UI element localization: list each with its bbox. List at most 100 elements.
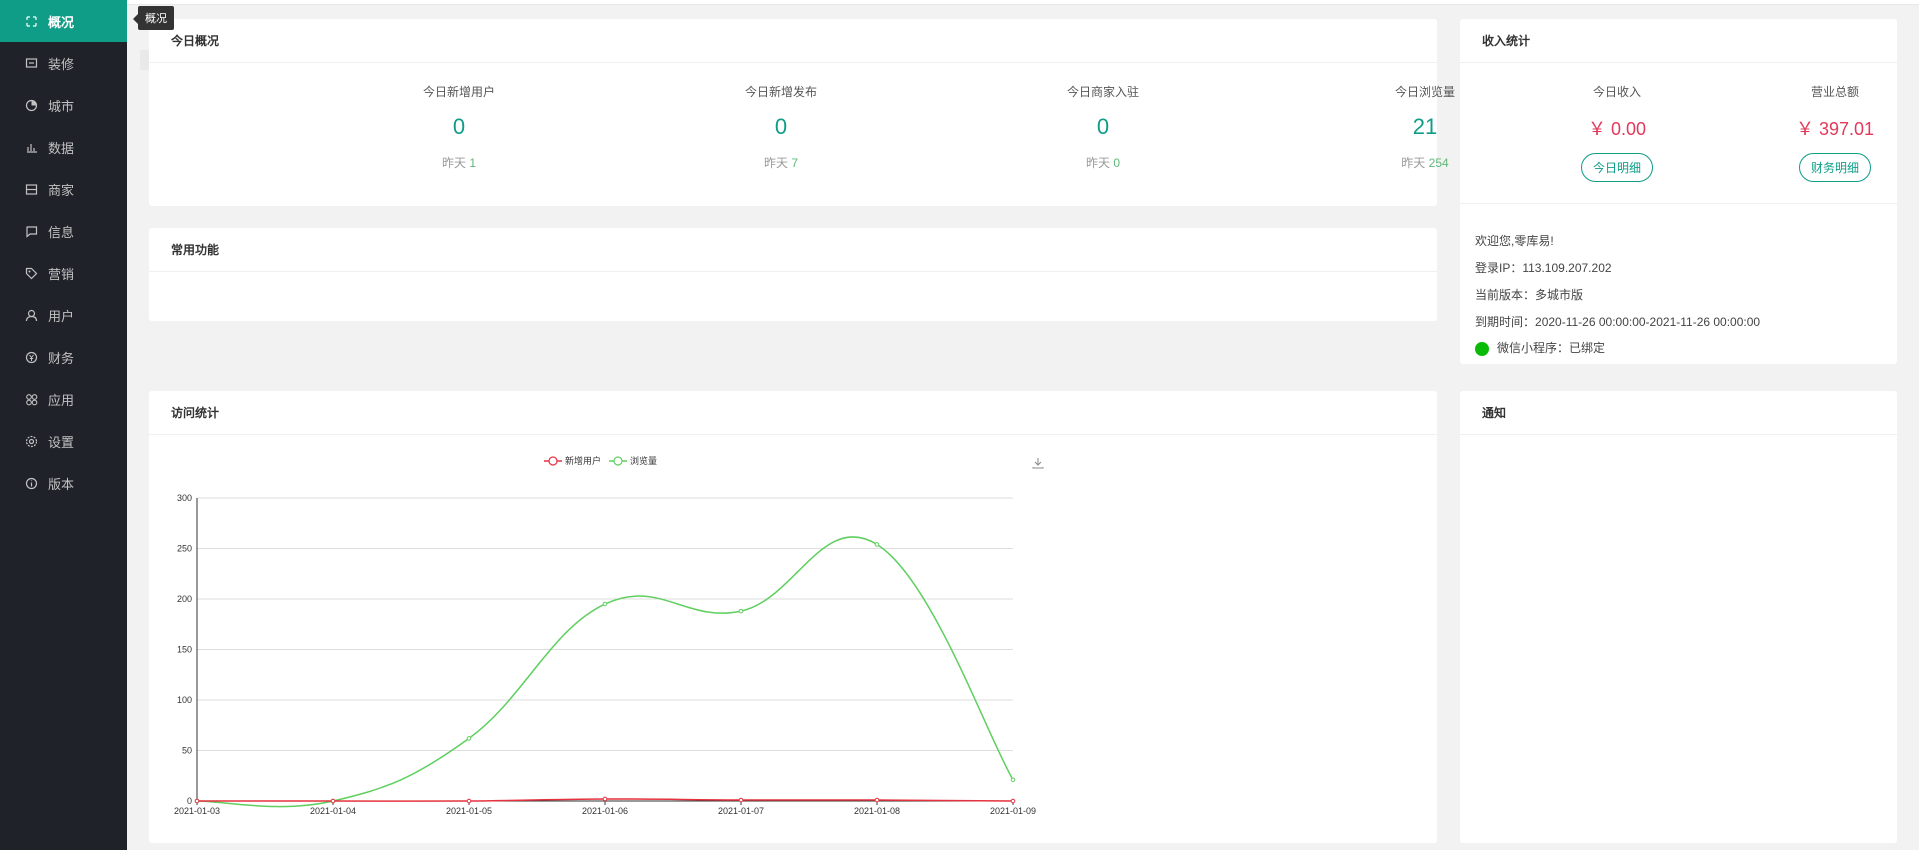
data-point: [874, 542, 880, 547]
sidebar-item-label: 设置: [48, 434, 75, 450]
link-icon: [1475, 341, 1489, 356]
sidebar-tooltip: 概况: [133, 6, 174, 30]
y-tick-label: 50: [182, 746, 192, 756]
top-bar: [127, 0, 1919, 5]
notice-card: 通知: [1460, 391, 1897, 843]
y-tick-label: 0: [187, 796, 192, 806]
data-point: [330, 798, 336, 804]
income-divider: [1460, 203, 1897, 204]
sidebar-item[interactable]: 设置: [0, 420, 127, 462]
sidebar-item-label: 商家: [48, 182, 75, 198]
income-today: 今日收入 ￥ 0.00 今日明细: [1527, 83, 1707, 182]
x-tick-label: 2021-01-07: [718, 806, 764, 816]
sidebar-item[interactable]: 装修: [0, 42, 127, 84]
data-point: [602, 601, 608, 607]
sidebar-item-label: 应用: [48, 392, 75, 408]
visit-stats-card: 访问统计 0 50 100 150 200 250 300 2021-01-03 2021-01…: [149, 391, 1437, 843]
stat-label: 今日浏览量: [1394, 85, 1455, 99]
visit-line-chart: 0 50 100 150 200 250 300 2021-01-03 2021-01-04 20…: [174, 455, 1036, 816]
x-tick-label: 2021-01-04: [310, 806, 356, 816]
y-tick-label: 150: [177, 645, 192, 655]
stat-yesterday: 昨天 1: [441, 156, 477, 170]
yuan-icon: [25, 351, 38, 364]
legend-marker: [613, 456, 623, 466]
settings-icon: [25, 435, 38, 448]
legend-label: 新增用户: [565, 455, 601, 467]
merchant-icon: [25, 183, 38, 196]
info-icon: [25, 477, 38, 490]
sidebar-item-label: 概况: [48, 14, 75, 30]
legend-label: 浏览量: [630, 455, 657, 467]
sidebar-item[interactable]: 信息: [0, 210, 127, 252]
sidebar-item[interactable]: 数据: [0, 126, 127, 168]
stat-value: 0: [774, 114, 788, 139]
y-tick-label: 200: [177, 594, 192, 604]
sidebar-item[interactable]: 商家: [0, 168, 127, 210]
income-today-label: 今日收入: [1592, 85, 1641, 99]
legend-marker: [548, 456, 558, 466]
sidebar-item[interactable]: 概况: [0, 0, 127, 42]
y-tick-label: 100: [177, 695, 192, 705]
sidebar-item-label: 信息: [48, 224, 75, 240]
sidebar-item-label: 装修: [48, 56, 75, 72]
stat-yesterday: 昨天 0: [1085, 156, 1121, 170]
data-point: [874, 797, 880, 803]
city-icon: [25, 99, 38, 112]
sidebar-item[interactable]: 营销: [0, 252, 127, 294]
login-ip: 登录IP：113.109.207.202: [1475, 261, 1612, 275]
data-point: [738, 608, 744, 614]
data-point: [602, 796, 608, 802]
sidebar-item[interactable]: 城市: [0, 84, 127, 126]
stat-value: 0: [1096, 114, 1110, 139]
sidebar-item[interactable]: 版本: [0, 462, 127, 504]
sidebar-item-label: 财务: [48, 350, 75, 366]
x-tick-label: 2021-01-08: [854, 806, 900, 816]
data-point: [466, 736, 472, 741]
sidebar-item-label: 城市: [48, 98, 75, 114]
decorate-icon: [25, 57, 38, 70]
x-tick-label: 2021-01-06: [582, 806, 628, 816]
finance-detail-button[interactable]: 财务明细: [1798, 153, 1871, 182]
income-total-value: ￥ 397.01: [1795, 119, 1875, 139]
sidebar-item[interactable]: 用户: [0, 294, 127, 336]
data-point: [738, 797, 744, 803]
apps-icon: [25, 393, 38, 406]
notice-title: 通知: [1460, 391, 1897, 435]
stat-page-views: 今日浏览量 21 昨天 254: [1275, 83, 1575, 171]
today-overview-card: 今日概况 今日新增用户 0 昨天 1 今日新增发布 0 昨天 7 今日商家入驻 …: [149, 19, 1455, 206]
current-version: 当前版本：多城市版: [1475, 288, 1584, 302]
visit-stats-title: 访问统计: [149, 391, 1437, 435]
today-overview-title: 今日概况: [149, 19, 1437, 63]
download-icon[interactable]: [1031, 456, 1045, 470]
stat-yesterday: 昨天 7: [763, 156, 799, 170]
sidebar-item-label: 营销: [48, 266, 75, 282]
income-total: 营业总额 ￥ 397.01 财务明细: [1745, 83, 1919, 182]
x-tick-label: 2021-01-09: [990, 806, 1036, 816]
sidebar-item-label: 数据: [48, 140, 75, 156]
stat-label: 今日商家入驻: [1066, 85, 1139, 99]
data-chart-icon: [25, 141, 38, 154]
data-point: [1010, 777, 1016, 783]
stat-yesterday: 昨天 254: [1401, 156, 1449, 170]
income-title: 收入统计: [1460, 19, 1897, 63]
expire-time: 到期时间：2020-11-26 00:00:00-2021-11-26 00:0…: [1475, 315, 1761, 329]
income-today-value: ￥ 0.00: [1587, 119, 1647, 139]
wechat-miniprogram: 微信小程序：已绑定: [1475, 339, 1605, 356]
overview-icon: [25, 15, 38, 28]
common-functions-title: 常用功能: [149, 228, 1437, 272]
data-point: [1010, 798, 1016, 804]
sidebar-item-label: 版本: [48, 476, 75, 492]
stat-label: 今日新增发布: [744, 85, 817, 99]
x-tick-label: 2021-01-05: [446, 806, 492, 816]
today-detail-button[interactable]: 今日明细: [1580, 153, 1653, 182]
user-icon: [25, 309, 38, 322]
sidebar-item[interactable]: 应用: [0, 378, 127, 420]
stat-new-merchants: 今日商家入驻 0 昨天 0: [953, 83, 1253, 171]
y-tick-label: 250: [177, 544, 192, 554]
tag-icon: [25, 267, 38, 280]
stat-value: 21: [1412, 114, 1438, 139]
common-functions-card: 常用功能: [149, 228, 1437, 321]
y-tick-label: 300: [177, 493, 192, 503]
sidebar-item[interactable]: 财务: [0, 336, 127, 378]
data-point: [466, 798, 472, 804]
